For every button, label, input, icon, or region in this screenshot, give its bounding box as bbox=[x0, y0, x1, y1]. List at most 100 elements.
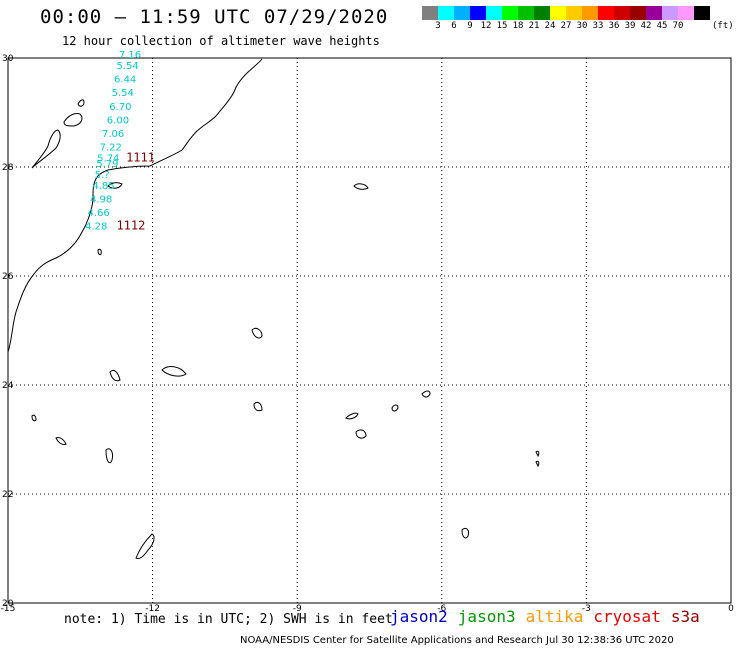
island-outline bbox=[251, 327, 263, 339]
island-outline bbox=[135, 533, 155, 559]
pass-number-label: 1112 bbox=[116, 219, 145, 233]
legend-swatch bbox=[614, 6, 630, 20]
legend-swatch bbox=[550, 6, 566, 20]
island-outline bbox=[105, 448, 113, 464]
island-outline bbox=[31, 129, 61, 169]
wave-height-label: 4.85 bbox=[92, 181, 114, 192]
island-outline bbox=[77, 99, 85, 107]
x-tick-label: -6 bbox=[437, 604, 446, 614]
legend-label: 21 bbox=[528, 21, 540, 31]
legend-swatch bbox=[422, 6, 438, 20]
y-tick-label: 22 bbox=[2, 490, 13, 500]
wave-height-label: 4.66 bbox=[88, 208, 110, 219]
note-text: note: 1) Time is in UTC; 2) SWH is in fe… bbox=[64, 612, 393, 627]
legend-unit: (ft) bbox=[712, 21, 734, 31]
legend-label: 12 bbox=[480, 21, 492, 31]
legend-label: 45 bbox=[656, 21, 668, 31]
island-outline bbox=[535, 450, 540, 458]
x-tick-label: -12 bbox=[145, 604, 160, 614]
legend-label: 30 bbox=[576, 21, 588, 31]
island-outline bbox=[109, 369, 121, 382]
credit-line: NOAA/NESDIS Center for Satellite Applica… bbox=[240, 635, 674, 646]
satellite-legend: jason2 jason3 altika cryosat s3a bbox=[390, 607, 710, 626]
x-tick-label: -15 bbox=[1, 604, 16, 614]
wave-height-label: 5.54 bbox=[112, 88, 134, 99]
legend-label: 18 bbox=[512, 21, 524, 31]
satellite-altika: altika bbox=[525, 607, 584, 626]
wave-height-label: 7.16 bbox=[119, 50, 141, 61]
island-outline bbox=[353, 183, 369, 190]
island-outline bbox=[421, 390, 431, 398]
island-outline bbox=[63, 113, 83, 127]
legend-swatch bbox=[502, 6, 518, 20]
wave-height-label: 7.06 bbox=[102, 129, 124, 140]
island-outline bbox=[55, 437, 67, 445]
island-outline bbox=[31, 414, 37, 422]
island-outline bbox=[355, 429, 367, 439]
island-outline bbox=[97, 248, 102, 256]
map-subtitle: 12 hour collection of altimeter wave hei… bbox=[62, 34, 380, 48]
island-outline bbox=[253, 401, 263, 412]
satellite-jason3: jason3 bbox=[457, 607, 516, 626]
legend-swatch bbox=[518, 6, 534, 20]
legend-swatch bbox=[566, 6, 582, 20]
legend-label: 24 bbox=[544, 21, 556, 31]
wave-height-label: 5.74 bbox=[97, 154, 119, 165]
island-outline bbox=[391, 404, 399, 412]
color-legend: (ft) 3 6 9 12 15 18 21 24 27 30 33 36 39 42 45 70 bbox=[422, 6, 734, 32]
wave-height-label: 7.22 bbox=[100, 143, 122, 154]
legend-label: 6 bbox=[451, 21, 457, 31]
legend-swatch bbox=[694, 6, 710, 20]
island-outline bbox=[345, 412, 359, 420]
legend-swatches bbox=[422, 6, 710, 20]
x-tick-label: -3 bbox=[582, 604, 591, 614]
x-tick-label: -9 bbox=[293, 604, 302, 614]
legend-label: 33 bbox=[592, 21, 604, 31]
legend-swatch bbox=[646, 6, 662, 20]
wave-height-label: 5.79 bbox=[96, 159, 118, 170]
x-tick-label: 0 bbox=[728, 604, 734, 614]
satellite-s3a: s3a bbox=[670, 607, 700, 626]
wave-height-label: 6.70 bbox=[109, 102, 131, 113]
legend-label: 39 bbox=[624, 21, 636, 31]
map-title: 00:00 – 11:59 UTC 07/29/2020 bbox=[40, 6, 389, 28]
legend-swatch bbox=[534, 6, 550, 20]
map-frame bbox=[7, 57, 732, 604]
satellite-jason2: jason2 bbox=[390, 607, 448, 626]
legend-label: 36 bbox=[608, 21, 620, 31]
legend-swatch bbox=[598, 6, 614, 20]
legend-swatch bbox=[630, 6, 646, 20]
legend-swatch bbox=[678, 6, 694, 20]
y-tick-label: 28 bbox=[2, 163, 14, 173]
y-tick-label: 30 bbox=[2, 54, 14, 64]
legend-label: 42 bbox=[640, 21, 652, 31]
legend-label: 3 bbox=[435, 21, 441, 31]
island-outline bbox=[107, 182, 123, 189]
wave-height-label: 6.00 bbox=[107, 115, 129, 126]
legend-swatch bbox=[470, 6, 486, 20]
legend-label: 70 bbox=[672, 21, 684, 31]
y-tick-label: 20 bbox=[2, 599, 14, 609]
y-tick-label: 26 bbox=[2, 272, 14, 282]
island-outline bbox=[535, 460, 540, 468]
pass-number-label: 1111 bbox=[126, 151, 155, 165]
legend-swatch bbox=[438, 6, 454, 20]
island-outline bbox=[461, 527, 469, 539]
wave-height-label: 4.98 bbox=[90, 194, 112, 205]
legend-label: 15 bbox=[496, 21, 508, 31]
africa-coastline bbox=[7, 58, 263, 353]
legend-swatch bbox=[662, 6, 678, 20]
island-outline bbox=[161, 366, 187, 377]
legend-label: 27 bbox=[560, 21, 572, 31]
legend-label: 9 bbox=[467, 21, 473, 31]
wave-height-label: 5.54 bbox=[116, 61, 138, 72]
legend-swatch bbox=[486, 6, 502, 20]
legend-swatch bbox=[582, 6, 598, 20]
satellite-cryosat: cryosat bbox=[593, 607, 661, 626]
wave-height-label: 6.44 bbox=[114, 75, 136, 86]
y-tick-label: 24 bbox=[2, 381, 14, 391]
legend-labels: (ft) 3 6 9 12 15 18 21 24 27 30 33 36 39 42 45 70 bbox=[422, 20, 733, 32]
wave-height-label: 5.? bbox=[95, 170, 110, 181]
legend-swatch bbox=[454, 6, 470, 20]
